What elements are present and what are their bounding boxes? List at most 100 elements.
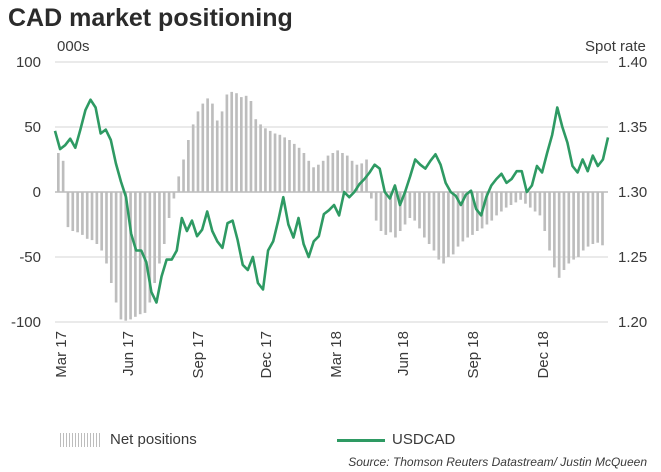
net-position-bar xyxy=(360,163,364,192)
net-position-bar xyxy=(528,192,532,208)
net-position-bar xyxy=(206,98,209,192)
net-position-bar xyxy=(297,147,301,192)
net-position-bar xyxy=(495,192,498,216)
net-position-bar xyxy=(244,95,248,192)
net-position-bar xyxy=(254,119,258,192)
net-position-bar xyxy=(562,192,566,270)
net-position-bar xyxy=(264,128,267,192)
net-position-bar xyxy=(95,192,99,244)
net-position-bar xyxy=(201,103,205,192)
net-position-bar xyxy=(553,192,556,268)
usdcad-line-layer xyxy=(53,98,610,304)
net-position-bar xyxy=(398,192,402,231)
net-position-bar xyxy=(317,164,320,192)
x-tick-label: Dec 17 xyxy=(258,331,275,379)
net-position-bar xyxy=(191,124,195,192)
net-position-bar xyxy=(153,192,156,283)
net-position-bar xyxy=(447,192,450,257)
net-position-bar xyxy=(283,137,286,192)
net-position-bar xyxy=(105,192,108,264)
net-position-bar xyxy=(543,192,547,231)
left-tick-label: -50 xyxy=(19,249,41,266)
net-position-bar xyxy=(581,192,585,251)
right-tick-label: 1.30 xyxy=(618,184,647,201)
net-position-bar xyxy=(572,192,575,260)
net-position-bar xyxy=(90,192,94,241)
net-position-bar xyxy=(345,155,349,192)
net-position-bar xyxy=(187,140,190,192)
net-position-bar xyxy=(114,192,118,303)
right-tick-label: 1.35 xyxy=(618,119,647,136)
net-position-bar xyxy=(119,192,123,320)
left-axis-ticks: 100 50 0 -50 -100 xyxy=(11,54,41,331)
net-position-bar xyxy=(557,192,561,278)
net-position-bar xyxy=(548,192,551,251)
net-position-bar xyxy=(567,192,571,264)
net-position-bar xyxy=(432,192,436,251)
net-position-bar xyxy=(134,192,137,317)
net-position-bar xyxy=(524,192,527,204)
net-position-bar xyxy=(66,192,70,228)
net-position-bar xyxy=(485,192,489,225)
net-position-bar xyxy=(596,192,600,243)
net-position-bar xyxy=(109,192,113,283)
net-position-bar xyxy=(196,111,200,192)
net-position-bar xyxy=(278,134,282,192)
net-position-bar xyxy=(490,192,494,221)
net-position-bar xyxy=(158,192,161,264)
right-tick-label: 1.40 xyxy=(618,54,647,71)
net-position-bar xyxy=(471,192,474,235)
net-position-bar xyxy=(307,160,311,192)
net-position-bar xyxy=(394,192,397,238)
net-position-bar xyxy=(225,94,229,192)
left-axis-unit: 000s xyxy=(57,38,90,55)
net-position-bar xyxy=(500,192,503,212)
net-position-bar xyxy=(408,192,412,218)
net-position-bar xyxy=(220,111,224,192)
x-tick-label: Sep 18 xyxy=(465,331,482,379)
net-position-bar xyxy=(370,192,373,199)
net-position-bar xyxy=(138,192,142,315)
net-position-bar xyxy=(341,153,344,192)
net-position-bar xyxy=(148,192,152,303)
net-position-bar xyxy=(240,97,243,192)
legend-usdcad-swatch xyxy=(337,439,385,442)
left-tick-label: 0 xyxy=(33,184,41,201)
net-position-bar xyxy=(268,130,272,192)
net-position-bar xyxy=(76,192,79,233)
left-tick-label: 50 xyxy=(24,119,41,136)
left-tick-label: 100 xyxy=(16,54,41,71)
net-position-bar xyxy=(379,192,383,231)
net-position-bar xyxy=(418,192,421,229)
net-position-bar xyxy=(423,192,426,238)
net-position-bar xyxy=(182,159,185,192)
net-position-bar xyxy=(442,192,445,264)
net-position-bar xyxy=(312,167,315,192)
net-position-bar xyxy=(601,192,604,246)
right-axis-ticks: 1.40 1.35 1.30 1.25 1.20 xyxy=(618,54,647,331)
net-position-bar xyxy=(326,155,330,192)
net-position-bar xyxy=(533,192,537,212)
net-position-bar xyxy=(177,176,181,192)
x-tick-label: Mar 18 xyxy=(328,331,345,378)
right-tick-label: 1.25 xyxy=(618,249,647,266)
left-tick-label: -100 xyxy=(11,314,41,331)
net-position-bar xyxy=(384,192,388,235)
net-position-bar xyxy=(302,153,306,192)
net-positions-bars xyxy=(57,91,604,321)
net-position-bar xyxy=(437,192,441,260)
net-position-bar xyxy=(355,164,359,192)
net-position-bar xyxy=(292,143,296,192)
net-position-bar xyxy=(143,192,147,313)
net-position-bar xyxy=(403,192,407,225)
net-position-bar xyxy=(374,192,378,221)
net-position-bar xyxy=(389,192,392,233)
net-position-bar xyxy=(167,192,171,218)
net-position-bar xyxy=(129,192,132,320)
net-position-bar xyxy=(519,192,522,200)
legend-net-positions-swatch xyxy=(60,433,100,447)
x-axis-ticks: Mar 17 Jun 17 Sep 17 Dec 17 Mar 18 Jun 18 Sep … xyxy=(53,331,552,379)
x-tick-label: Jun 17 xyxy=(120,331,137,376)
x-tick-label: Jun 18 xyxy=(395,331,412,376)
